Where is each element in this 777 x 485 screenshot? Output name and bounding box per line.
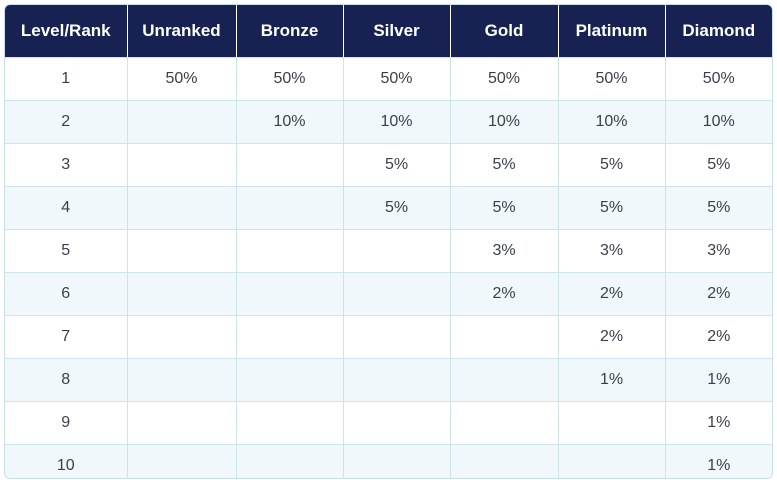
cell-level: 5 <box>5 229 128 273</box>
cell-platinum: 2% <box>558 272 666 316</box>
cell-level: 6 <box>5 272 128 316</box>
cell-silver <box>343 315 451 359</box>
cell-unranked: 50% <box>127 57 237 101</box>
cell-bronze <box>236 358 344 402</box>
cell-level: 4 <box>5 186 128 230</box>
cell-bronze <box>236 401 344 445</box>
cell-level: 7 <box>5 315 128 359</box>
cell-unranked <box>127 143 237 187</box>
table-row: 9 1% <box>5 401 772 445</box>
cell-gold: 5% <box>450 186 559 230</box>
cell-unranked <box>127 444 237 478</box>
cell-gold <box>450 358 559 402</box>
cell-bronze: 10% <box>236 100 344 144</box>
cell-platinum: 1% <box>558 358 666 402</box>
cell-bronze <box>236 229 344 273</box>
cell-gold <box>450 444 559 478</box>
cell-diamond: 50% <box>665 57 772 101</box>
header-silver: Silver <box>343 5 451 58</box>
cell-bronze <box>236 186 344 230</box>
table-row: 8 1% 1% <box>5 358 772 402</box>
cell-gold: 10% <box>450 100 559 144</box>
header-bronze: Bronze <box>236 5 344 58</box>
table-row: 7 2% 2% <box>5 315 772 359</box>
cell-silver <box>343 401 451 445</box>
cell-diamond: 2% <box>665 315 772 359</box>
cell-bronze <box>236 444 344 478</box>
cell-level: 3 <box>5 143 128 187</box>
cell-platinum <box>558 401 666 445</box>
header-platinum: Platinum <box>558 5 666 58</box>
cell-platinum: 3% <box>558 229 666 273</box>
cell-silver: 5% <box>343 186 451 230</box>
table-body: 1 50% 50% 50% 50% 50% 50% 2 10% 10% 10% 10% 10% 3 5% 5%… <box>5 57 772 478</box>
header-diamond: Diamond <box>665 5 772 58</box>
cell-diamond: 10% <box>665 100 772 144</box>
table-row: 5 3% 3% 3% <box>5 229 772 273</box>
cell-bronze <box>236 315 344 359</box>
cell-gold: 2% <box>450 272 559 316</box>
header-row: Level/Rank Unranked Bronze Silver Gold P… <box>5 5 772 58</box>
cell-bronze <box>236 272 344 316</box>
header-level-rank: Level/Rank <box>5 5 128 58</box>
cell-level: 1 <box>5 57 128 101</box>
table-row: 2 10% 10% 10% 10% 10% <box>5 100 772 144</box>
cell-silver <box>343 358 451 402</box>
cell-diamond: 1% <box>665 444 772 478</box>
cell-bronze <box>236 143 344 187</box>
cell-unranked <box>127 358 237 402</box>
cell-level: 2 <box>5 100 128 144</box>
header-gold: Gold <box>450 5 559 58</box>
cell-platinum: 50% <box>558 57 666 101</box>
table-row: 1 50% 50% 50% 50% 50% 50% <box>5 57 772 101</box>
cell-bronze: 50% <box>236 57 344 101</box>
cell-diamond: 1% <box>665 401 772 445</box>
cell-platinum: 2% <box>558 315 666 359</box>
cell-silver <box>343 272 451 316</box>
cell-platinum <box>558 444 666 478</box>
cell-platinum: 10% <box>558 100 666 144</box>
header-unranked: Unranked <box>127 5 237 58</box>
cell-level: 8 <box>5 358 128 402</box>
cell-diamond: 1% <box>665 358 772 402</box>
cell-gold: 5% <box>450 143 559 187</box>
cell-gold <box>450 315 559 359</box>
cell-unranked <box>127 315 237 359</box>
table-header: Level/Rank Unranked Bronze Silver Gold P… <box>5 5 772 58</box>
cell-unranked <box>127 272 237 316</box>
table-row: 3 5% 5% 5% 5% <box>5 143 772 187</box>
cell-platinum: 5% <box>558 143 666 187</box>
cell-silver <box>343 229 451 273</box>
commission-table-container: Level/Rank Unranked Bronze Silver Gold P… <box>4 4 773 479</box>
cell-diamond: 5% <box>665 186 772 230</box>
cell-unranked <box>127 186 237 230</box>
cell-gold: 3% <box>450 229 559 273</box>
cell-unranked <box>127 401 237 445</box>
cell-silver: 10% <box>343 100 451 144</box>
cell-gold: 50% <box>450 57 559 101</box>
cell-diamond: 2% <box>665 272 772 316</box>
table-row: 4 5% 5% 5% 5% <box>5 186 772 230</box>
cell-diamond: 3% <box>665 229 772 273</box>
cell-diamond: 5% <box>665 143 772 187</box>
cell-silver <box>343 444 451 478</box>
cell-silver: 5% <box>343 143 451 187</box>
cell-level: 9 <box>5 401 128 445</box>
cell-silver: 50% <box>343 57 451 101</box>
cell-platinum: 5% <box>558 186 666 230</box>
table-row: 6 2% 2% 2% <box>5 272 772 316</box>
cell-unranked <box>127 229 237 273</box>
commission-table: Level/Rank Unranked Bronze Silver Gold P… <box>5 5 772 478</box>
cell-level: 10 <box>5 444 128 478</box>
cell-unranked <box>127 100 237 144</box>
table-row: 10 1% <box>5 444 772 478</box>
cell-gold <box>450 401 559 445</box>
